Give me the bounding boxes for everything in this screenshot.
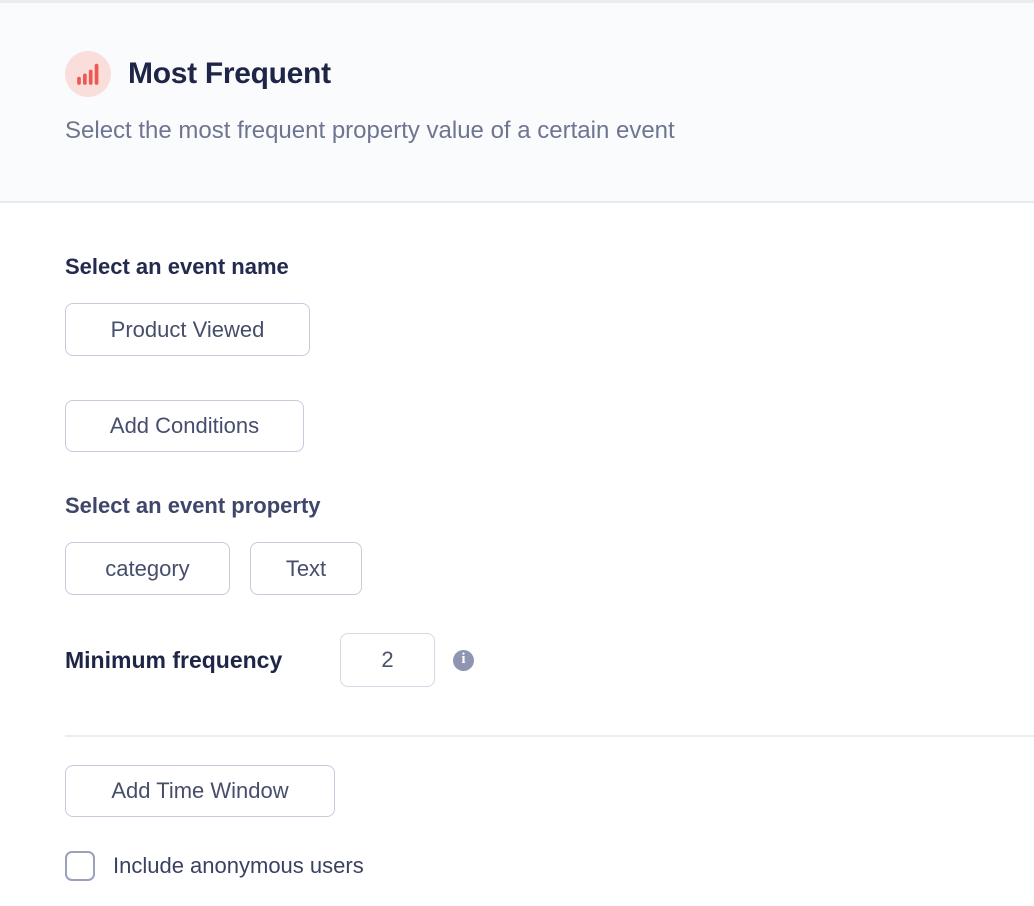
anonymous-users-row[interactable]: Include anonymous users [65,851,1034,881]
header-title-row: Most Frequent [65,51,969,97]
event-name-button[interactable]: Product Viewed [65,303,310,356]
header: Most Frequent Select the most frequent p… [0,3,1034,203]
event-property-button[interactable]: category [65,542,230,595]
page-title: Most Frequent [128,57,331,90]
anonymous-users-checkbox[interactable] [65,851,95,881]
section-divider [65,735,1034,737]
anonymous-users-label: Include anonymous users [113,853,364,878]
info-icon-glyph: i [461,650,466,667]
event-name-heading: Select an event name [65,254,289,279]
min-frequency-row: Minimum frequency i [65,633,1034,687]
add-time-window-button[interactable]: Add Time Window [65,765,335,817]
event-property-heading: Select an event property [65,493,321,518]
info-icon[interactable]: i [453,649,474,671]
bar-chart-icon [65,51,111,97]
min-frequency-input[interactable] [340,633,435,687]
add-conditions-button[interactable]: Add Conditions [65,400,304,452]
min-frequency-label: Minimum frequency [65,646,283,673]
event-property-row: category Text [65,542,1034,595]
page-subtitle: Select the most frequent property value … [65,117,675,144]
top-border [0,0,1034,3]
form-body: Select an event name Product Viewed Add … [0,203,1034,881]
property-type-button[interactable]: Text [250,542,362,595]
